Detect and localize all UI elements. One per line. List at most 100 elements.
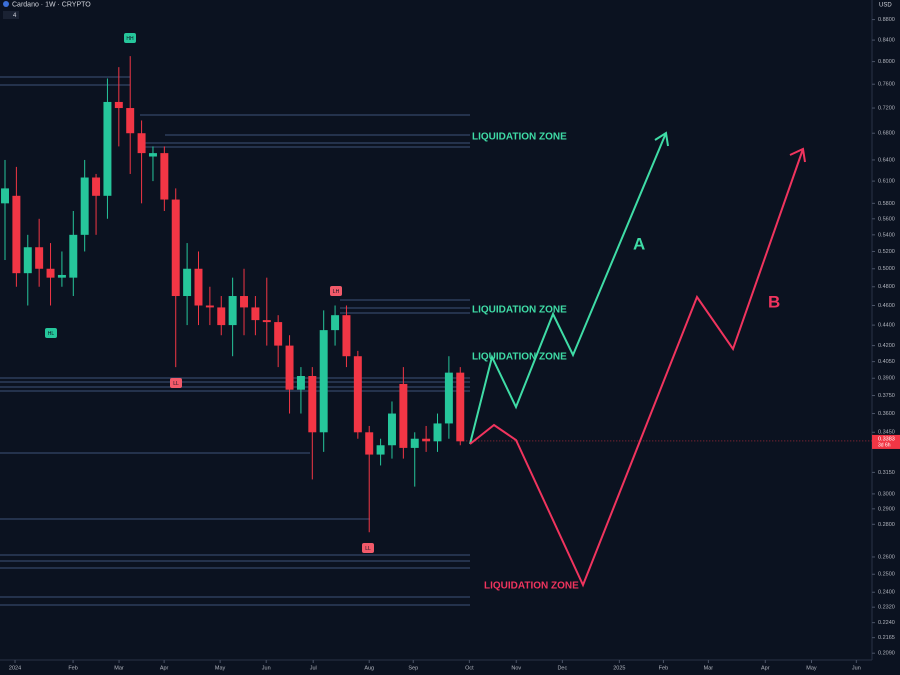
y-tick-label: 0.5000 xyxy=(878,266,895,272)
x-tick-label: Oct xyxy=(465,665,474,671)
candle-body xyxy=(331,315,340,331)
tag-box xyxy=(330,286,342,296)
zone-label: LIQUIDATION ZONE xyxy=(484,581,579,592)
x-tick-label: Apr xyxy=(761,665,770,671)
candle-body xyxy=(456,372,465,442)
candle-body xyxy=(12,195,21,274)
y-tick-label: 0.4600 xyxy=(878,303,895,309)
candle-body xyxy=(410,438,419,448)
currency-label: USD xyxy=(879,3,892,9)
candle-body xyxy=(137,133,146,154)
zone-label: LIQUIDATION ZONE xyxy=(472,305,567,316)
candle-body xyxy=(103,101,112,196)
candle-body xyxy=(92,177,101,196)
swing-tags: HH HL LL LH LL xyxy=(45,33,374,553)
candle-body xyxy=(251,307,260,321)
tag: LL xyxy=(365,546,371,552)
y-tick-label: 0.3000 xyxy=(878,491,895,497)
y-tick-label: 0.6100 xyxy=(878,179,895,185)
y-tick-label: 0.8000 xyxy=(878,59,895,65)
y-tick-label: 0.2600 xyxy=(878,554,895,560)
x-tick-label: May xyxy=(215,665,226,671)
y-tick-label: 0.3750 xyxy=(878,393,895,399)
y-tick-label: 0.7600 xyxy=(878,82,895,88)
y-tick-label: 0.4050 xyxy=(878,359,895,365)
countdown-label: 3d 6h xyxy=(878,442,891,448)
candle-body xyxy=(217,307,226,326)
y-tick-label: 0.4200 xyxy=(878,343,895,349)
tag-box xyxy=(362,543,374,553)
last-price-label: 0.3383 xyxy=(878,436,895,442)
x-tick-label: Sep xyxy=(408,665,418,671)
y-tick-label: 0.6800 xyxy=(878,131,895,137)
candle-body xyxy=(422,438,431,442)
y-tick-label: 0.7200 xyxy=(878,105,895,111)
y-tick-label: 0.8400 xyxy=(878,38,895,44)
tag: LL xyxy=(173,381,179,387)
candle-body xyxy=(433,423,442,442)
candle-body xyxy=(23,247,32,274)
y-tick-label: 0.2165 xyxy=(878,635,895,641)
y-tick-label: 0.5800 xyxy=(878,201,895,207)
y-tick-label: 0.2500 xyxy=(878,572,895,578)
y-tick-label: 0.2800 xyxy=(878,522,895,528)
y-tick-label: 0.5600 xyxy=(878,216,895,222)
last-price-box xyxy=(872,434,900,449)
y-tick-label: 0.5400 xyxy=(878,232,895,238)
candle-body xyxy=(171,199,180,297)
candle-body xyxy=(365,432,374,455)
candle-body xyxy=(296,376,305,390)
y-tick-label: 0.3900 xyxy=(878,376,895,382)
tag: HH xyxy=(126,36,134,42)
candle-body xyxy=(126,108,135,134)
x-tick-label: Nov xyxy=(511,665,521,671)
y-tick-label: 0.6400 xyxy=(878,157,895,163)
candle-body xyxy=(205,305,214,308)
candle-body xyxy=(114,101,123,109)
candle-body xyxy=(444,372,453,424)
y-tick-label: 0.4800 xyxy=(878,284,895,290)
y-tick-label: 0.5200 xyxy=(878,249,895,255)
x-tick-label: Apr xyxy=(160,665,169,671)
projection-b xyxy=(469,148,804,588)
candle-body xyxy=(80,177,89,235)
chart-title: Cardano · 1W · CRYPTO xyxy=(12,1,91,8)
candle-body xyxy=(376,445,385,455)
y-tick-label: 0.2240 xyxy=(878,620,895,626)
y-tick-label: 0.3600 xyxy=(878,411,895,417)
y-tick-label: 0.2320 xyxy=(878,605,895,611)
candle-body xyxy=(399,383,408,448)
candle-body xyxy=(57,274,66,278)
candle-body xyxy=(228,296,237,326)
projection-a xyxy=(469,132,667,445)
x-tick-label: Mar xyxy=(704,665,714,671)
x-tick-label: 2025 xyxy=(613,665,625,671)
path-label: A xyxy=(633,234,645,253)
tag-box xyxy=(45,328,57,338)
tag: HL xyxy=(48,331,55,337)
zone-label: LIQUIDATION ZONE xyxy=(472,352,567,363)
candle-body xyxy=(262,320,271,323)
x-tick-label: Jun xyxy=(262,665,271,671)
x-tick-label: Feb xyxy=(68,665,77,671)
candle-body xyxy=(353,356,362,433)
candle-body xyxy=(319,330,328,433)
symbol-icon xyxy=(3,1,9,7)
y-tick-label: 0.3450 xyxy=(878,430,895,436)
y-tick-label: 0.2090 xyxy=(878,651,895,657)
candle-body xyxy=(160,153,169,200)
x-tick-label: Feb xyxy=(659,665,668,671)
x-tick-label: Aug xyxy=(364,665,374,671)
candle-body xyxy=(194,268,203,306)
zone-label: LIQUIDATION ZONE xyxy=(472,132,567,143)
candle-body xyxy=(69,234,78,278)
arrowhead-a xyxy=(654,131,669,147)
tag-box xyxy=(170,378,182,388)
tag: LH xyxy=(333,289,340,295)
path-label: B xyxy=(768,292,780,311)
x-tick-label: 2024 xyxy=(9,665,21,671)
annotations: LIQUIDATION ZONE LIQUIDATION ZONE LIQUID… xyxy=(472,132,780,592)
